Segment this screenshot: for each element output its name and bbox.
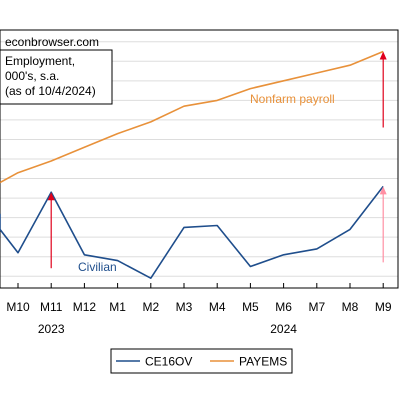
arrow-head [47, 192, 55, 201]
x-axis: M10 M11 M12 M1 M2 M3 M4 M5 M6 M7 M8 M9 [6, 283, 392, 314]
x-tick-label: M11 [40, 300, 63, 314]
annotation-line-1: Employment, [5, 54, 75, 68]
legend-label-payems: PAYEMS [239, 355, 287, 369]
x-tick-label: M5 [242, 300, 259, 314]
x-tick-label: M9 [375, 300, 392, 314]
plot-frame [0, 29, 399, 289]
x-tick-label: M3 [176, 300, 193, 314]
annotation-line-3: (as of 10/4/2024) [5, 84, 96, 98]
annotation-line-2: 000's, s.a. [5, 69, 59, 83]
x-tick-label: M2 [142, 300, 159, 314]
x-tick-label: M7 [308, 300, 325, 314]
series-layer [0, 50, 384, 279]
x-tick-label: M10 [6, 300, 30, 314]
arrow-layer [47, 51, 387, 269]
x-tick-label: M8 [342, 300, 359, 314]
series-inline-label-ce16ov: Civilian [78, 260, 117, 274]
series-labels: Civilian Nonfarm payroll [78, 92, 335, 274]
series-line-payems [0, 50, 384, 184]
year-label: 2024 [270, 322, 297, 336]
legend-label-ce16ov: CE16OV [145, 355, 192, 369]
x-tick-label: M12 [73, 300, 97, 314]
arrow-head [379, 51, 387, 60]
year-labels: 2023 2024 [38, 322, 297, 336]
x-tick-label: M6 [275, 300, 292, 314]
annotation-box [0, 49, 113, 105]
source-label: econbrowser.com [5, 35, 99, 49]
legend-box [110, 348, 293, 374]
x-tick-label: M4 [209, 300, 226, 314]
gridlines [0, 41, 398, 277]
year-label: 2023 [38, 322, 65, 336]
series-inline-label-payems: Nonfarm payroll [250, 92, 335, 106]
x-tick-label: M1 [109, 300, 126, 314]
arrow-head [379, 186, 387, 195]
series-line-ce16ov [0, 185, 384, 279]
